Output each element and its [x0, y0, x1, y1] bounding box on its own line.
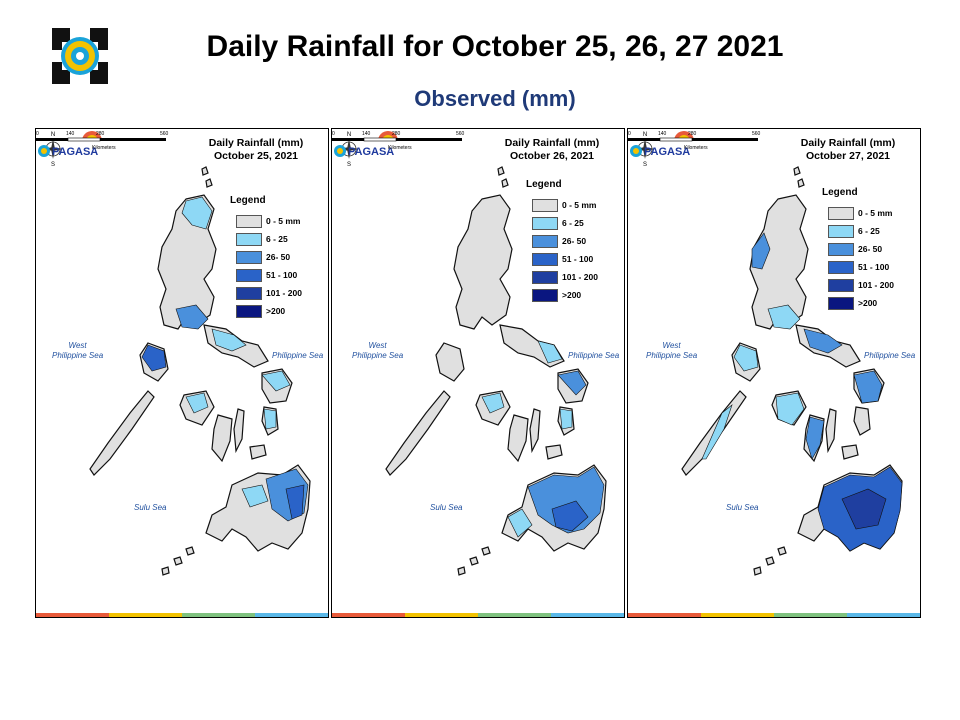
sea-label-sulu: Sulu Sea	[134, 503, 167, 512]
page-subtitle: Observed (mm)	[414, 86, 576, 111]
legend-item: 0 - 5 mm	[828, 204, 894, 222]
legend-item: 6 - 25	[236, 230, 302, 248]
legend-item: 101 - 200	[236, 284, 302, 302]
sea-label-sulu: Sulu Sea	[430, 503, 463, 512]
svg-text:N: N	[643, 132, 647, 138]
legend-item: 6 - 25	[828, 222, 894, 240]
color-strip	[332, 613, 624, 617]
sea-label-west: West Philippine Sea	[352, 341, 404, 360]
svg-text:Kilometers: Kilometers	[684, 145, 708, 151]
legend-item: 101 - 200	[828, 276, 894, 294]
map-legend: Legend 0 - 5 mm 6 - 25 26- 50 51 - 100 1…	[526, 179, 598, 304]
sea-label-east: Philippine Sea	[568, 351, 620, 360]
svg-text:560: 560	[160, 131, 169, 137]
svg-text:140: 140	[658, 131, 667, 137]
svg-text:S: S	[347, 162, 351, 167]
svg-text:PAGASA: PAGASA	[644, 146, 690, 158]
svg-text:Kilometers: Kilometers	[388, 145, 412, 151]
svg-text:0: 0	[332, 131, 335, 137]
map-panel-oct-27: N S Daily Rainfall (mm) October 27, 2021…	[627, 128, 921, 618]
color-strip	[628, 613, 920, 617]
legend-title: Legend	[526, 179, 562, 190]
scale-bar: 0 140 280 560 Kilometers	[332, 131, 465, 151]
legend-item: 101 - 200	[532, 268, 598, 286]
legend-item: >200	[828, 294, 894, 312]
svg-text:Kilometers: Kilometers	[92, 145, 116, 151]
legend-title: Legend	[230, 195, 266, 206]
svg-text:S: S	[51, 162, 55, 167]
svg-text:280: 280	[688, 131, 697, 137]
sea-label-west: West Philippine Sea	[646, 341, 698, 360]
svg-text:0: 0	[628, 131, 631, 137]
svg-text:140: 140	[362, 131, 371, 137]
color-strip	[36, 613, 328, 617]
map-legend: Legend 0 - 5 mm 6 - 25 26- 50 51 - 100 1…	[230, 195, 302, 320]
map-title-oct-26: Daily Rainfall (mm) October 26, 2021	[504, 137, 600, 162]
sea-label-sulu: Sulu Sea	[726, 503, 759, 512]
svg-text:PAGASA: PAGASA	[348, 146, 394, 158]
svg-text:S: S	[643, 162, 647, 167]
legend-title: Legend	[822, 187, 858, 198]
legend-item: >200	[236, 302, 302, 320]
legend-item: >200	[532, 286, 598, 304]
scale-bar: 0 140 280 560 Kilometers	[36, 131, 169, 151]
legend-item: 51 - 100	[828, 258, 894, 276]
legend-item: 0 - 5 mm	[532, 196, 598, 214]
sea-label-west: West Philippine Sea	[52, 341, 104, 360]
map-title-oct-25: Daily Rainfall (mm) October 25, 2021	[208, 137, 304, 162]
legend-item: 51 - 100	[236, 266, 302, 284]
legend-item: 26- 50	[236, 248, 302, 266]
legend-item: 0 - 5 mm	[236, 212, 302, 230]
svg-text:280: 280	[96, 131, 105, 137]
sea-label-east: Philippine Sea	[272, 351, 324, 360]
svg-text:N: N	[347, 132, 351, 138]
legend-item: 26- 50	[828, 240, 894, 258]
svg-text:280: 280	[392, 131, 401, 137]
legend-item: 26- 50	[532, 232, 598, 250]
rainfall-map-oct-25	[89, 166, 311, 576]
svg-text:0: 0	[36, 131, 39, 137]
rainfall-map-oct-27	[681, 166, 903, 576]
svg-text:560: 560	[752, 131, 761, 137]
page-title: Daily Rainfall for October 25, 26, 27 20…	[206, 30, 784, 63]
scale-bar: 0 140 280 560 Kilometers	[628, 131, 761, 151]
map-legend: Legend 0 - 5 mm 6 - 25 26- 50 51 - 100 1…	[822, 187, 894, 312]
svg-text:140: 140	[66, 131, 75, 137]
svg-text:PAGASA: PAGASA	[52, 146, 98, 158]
rainfall-map-oct-26	[385, 166, 607, 576]
map-title-oct-27: Daily Rainfall (mm) October 27, 2021	[800, 137, 896, 162]
svg-text:N: N	[51, 132, 55, 138]
legend-item: 51 - 100	[532, 250, 598, 268]
legend-item: 6 - 25	[532, 214, 598, 232]
map-panel-oct-25: N S Daily Rainfall (mm) October 25, 2021…	[35, 128, 329, 618]
agency-logo-icon	[48, 24, 112, 88]
svg-text:560: 560	[456, 131, 465, 137]
sea-label-east: Philippine Sea	[864, 351, 916, 360]
map-panel-oct-26: N S Daily Rainfall (mm) October 26, 2021…	[331, 128, 625, 618]
